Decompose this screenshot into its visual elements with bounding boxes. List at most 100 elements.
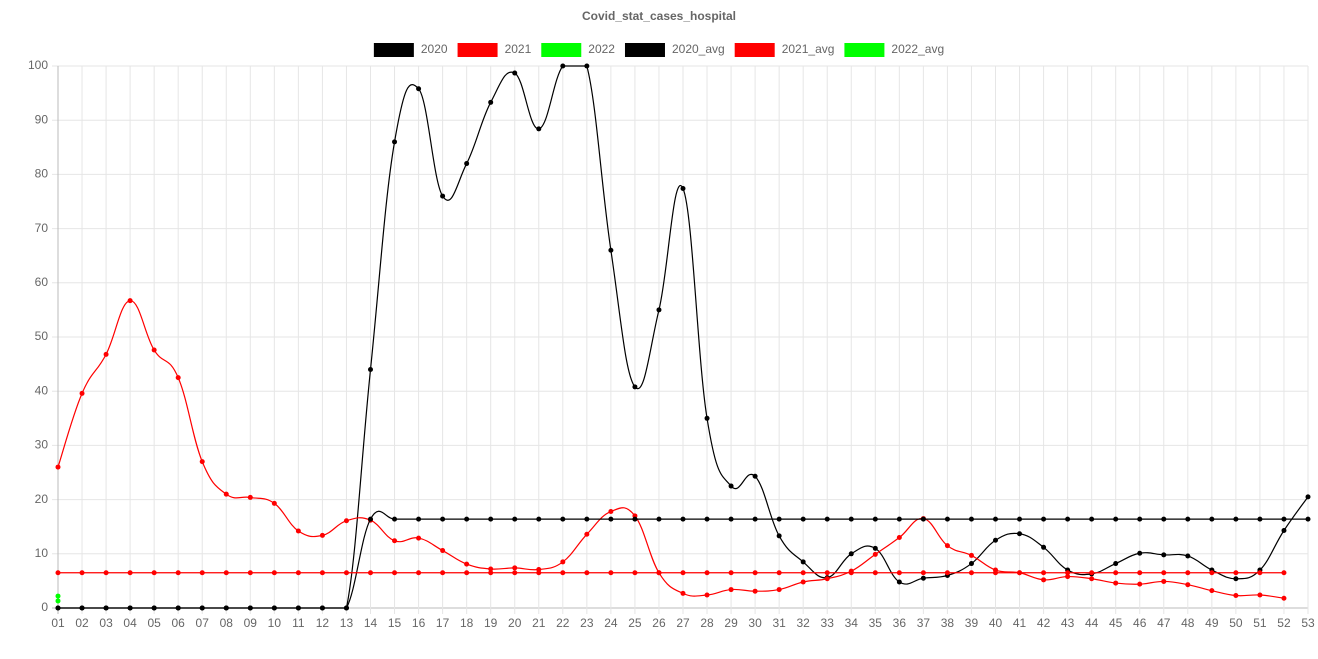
- data-point: [1185, 553, 1191, 559]
- data-point: [560, 570, 566, 576]
- x-tick-label: 47: [1157, 616, 1171, 630]
- data-point: [1209, 588, 1215, 594]
- data-point: [271, 570, 277, 576]
- data-point: [1041, 570, 1047, 576]
- data-point: [632, 570, 638, 576]
- data-point: [1065, 574, 1071, 580]
- data-point: [199, 570, 205, 576]
- x-tick-label: 26: [652, 616, 666, 630]
- data-point: [199, 459, 205, 465]
- legend-swatch: [844, 43, 885, 57]
- x-tick-label: 51: [1253, 616, 1267, 630]
- data-point: [1161, 552, 1167, 558]
- x-tick-label: 34: [845, 616, 859, 630]
- legend-swatch: [541, 43, 582, 57]
- x-tick-label: 24: [604, 616, 618, 630]
- data-point: [728, 483, 734, 489]
- data-point: [1041, 516, 1047, 522]
- data-point: [656, 307, 662, 313]
- data-point: [416, 516, 422, 522]
- y-tick-label: 50: [35, 329, 49, 343]
- data-point: [151, 605, 157, 611]
- data-point: [608, 247, 614, 253]
- data-point: [1209, 570, 1215, 576]
- x-tick-label: 30: [748, 616, 762, 630]
- y-tick-label: 90: [35, 112, 49, 126]
- data-point: [1233, 516, 1239, 522]
- x-tick-label: 22: [556, 616, 570, 630]
- data-point: [1137, 550, 1143, 556]
- data-point: [1233, 576, 1239, 582]
- data-point: [872, 551, 878, 557]
- data-point: [295, 605, 301, 611]
- data-point: [608, 570, 614, 576]
- data-point: [1233, 593, 1239, 599]
- data-point: [247, 570, 253, 576]
- x-tick-label: 43: [1061, 616, 1075, 630]
- data-point: [79, 605, 85, 611]
- data-point: [151, 347, 157, 353]
- data-point: [944, 516, 950, 522]
- data-point: [1161, 516, 1167, 522]
- data-point: [368, 516, 373, 522]
- data-point: [968, 516, 974, 522]
- data-point: [584, 570, 590, 576]
- data-point: [416, 535, 422, 541]
- data-point: [127, 298, 133, 304]
- data-point: [1185, 570, 1191, 576]
- x-tick-label: 27: [676, 616, 690, 630]
- x-tick-label: 03: [99, 616, 113, 630]
- data-point: [1113, 580, 1119, 586]
- data-point: [440, 548, 446, 554]
- data-point: [776, 587, 782, 593]
- data-point: [247, 494, 253, 500]
- data-point: [79, 570, 85, 576]
- data-point: [896, 570, 902, 576]
- data-point: [1281, 516, 1287, 522]
- x-tick-label: 33: [821, 616, 835, 630]
- data-point: [680, 590, 686, 596]
- x-tick-label: 35: [869, 616, 883, 630]
- data-point: [103, 570, 109, 576]
- y-tick-label: 80: [35, 167, 49, 181]
- y-tick-label: 0: [41, 600, 48, 614]
- data-point: [632, 516, 638, 522]
- y-tick-label: 60: [35, 275, 49, 289]
- data-point: [776, 570, 782, 576]
- x-tick-label: 36: [893, 616, 907, 630]
- data-point: [55, 605, 61, 611]
- y-tick-label: 10: [35, 546, 49, 560]
- data-point: [608, 516, 614, 522]
- data-point: [704, 415, 710, 421]
- data-point: [464, 161, 470, 167]
- legend: 2020 2021 2022 2020_avg 2021_avg 2022_avg: [373, 42, 944, 57]
- x-tick-label: 52: [1277, 616, 1291, 630]
- data-point: [1209, 516, 1215, 522]
- legend-swatch: [624, 43, 665, 57]
- data-point: [848, 570, 854, 576]
- data-point: [896, 535, 902, 541]
- data-point: [728, 570, 734, 576]
- data-point: [55, 570, 61, 576]
- x-tick-label: 05: [147, 616, 161, 630]
- data-point: [1113, 570, 1119, 576]
- x-tick-label: 20: [508, 616, 522, 630]
- data-point: [368, 367, 373, 373]
- data-point: [488, 516, 494, 522]
- x-tick-label: 13: [340, 616, 354, 630]
- data-point: [1017, 570, 1023, 576]
- data-point: [295, 528, 301, 534]
- x-tick-label: 45: [1109, 616, 1123, 630]
- data-point: [271, 605, 277, 611]
- data-point: [440, 570, 446, 576]
- data-point: [824, 516, 830, 522]
- data-point: [800, 559, 806, 565]
- data-point: [680, 185, 686, 191]
- x-tick-label: 11: [292, 616, 305, 630]
- data-point: [1017, 531, 1023, 537]
- data-point: [79, 390, 85, 396]
- data-point: [536, 570, 542, 576]
- legend-label: 2022_avg: [891, 42, 944, 56]
- legend-label: 2020_avg: [672, 42, 725, 56]
- data-point: [368, 570, 373, 576]
